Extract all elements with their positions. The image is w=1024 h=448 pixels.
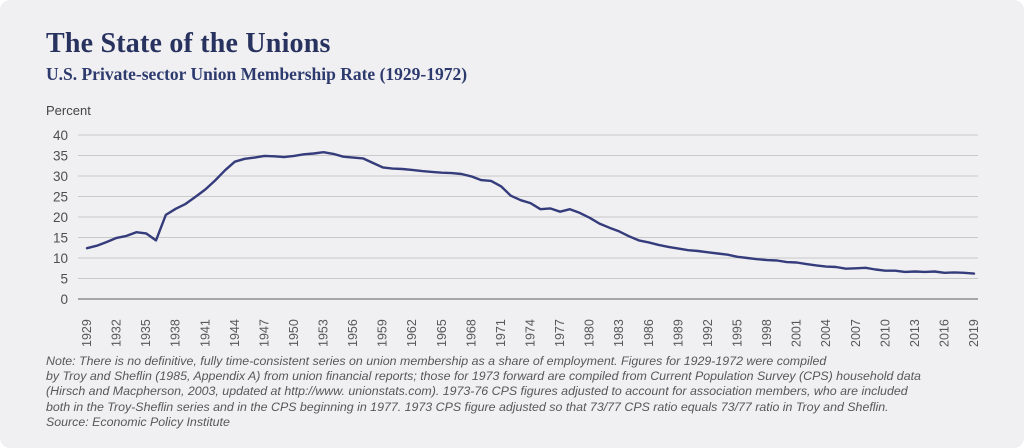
x-tick-label: 1992 [701,319,715,347]
y-tick-label: 20 [53,210,68,225]
x-tick-label: 1935 [139,319,153,347]
x-tick-label: 1989 [671,319,685,347]
footnote: Note: There is no definitive, fully time… [46,354,1004,430]
x-tick-label: 2010 [878,319,892,347]
footnote-line: both in the Troy-Sheflin series and in t… [46,399,889,414]
x-tick-label: 1980 [583,319,597,347]
footnote-line: (Hirsch and Macpherson, 2003, updated at… [46,384,908,399]
x-tick-label: 1932 [110,319,124,347]
x-tick-label: 1968 [464,319,478,347]
y-tick-label: 25 [53,189,68,204]
x-tick-label: 2001 [790,319,804,347]
x-tick-label: 1941 [198,319,212,347]
y-tick-label: 30 [53,169,68,184]
membership-rate-line [85,150,976,275]
x-tick-label: 1998 [760,319,774,347]
chart-title: The State of the Unions [46,28,331,59]
x-tick-label: 2013 [908,319,922,347]
x-tick-label: 1947 [257,319,271,347]
y-axis-unit-label: Percent [46,103,91,118]
y-tick-label: 40 [53,128,68,143]
footnote-line: Note: There is no definitive, fully time… [46,354,827,368]
x-tick-label: 1983 [612,319,626,347]
y-tick-label: 5 [60,271,68,286]
x-tick-label: 1974 [524,319,538,347]
x-tick-label: 1986 [642,319,656,347]
x-tick-label: 1995 [730,319,744,347]
x-tick-label: 1929 [80,319,94,347]
x-tick-label: 1959 [376,319,390,347]
x-tick-label: 1977 [553,319,567,347]
x-tick-label: 2019 [967,319,981,347]
x-tick-label: 1962 [405,319,419,347]
x-tick-label: 2007 [849,319,863,347]
chart-subtitle: U.S. Private-sector Union Membership Rat… [46,64,468,84]
x-tick-label: 1950 [287,319,301,347]
source-text: Source: Economic Policy Institute [46,414,230,429]
footnote-line: by Troy and Sheflin (1985, Appendix A) f… [46,369,921,384]
x-tick-label: 1938 [169,319,183,347]
x-tick-label: 1971 [494,319,508,347]
x-tick-label: 2016 [937,319,951,347]
y-tick-label: 15 [53,230,68,245]
x-tick-label: 1953 [317,319,331,347]
x-tick-label: 1956 [346,319,360,347]
y-tick-label: 10 [53,251,68,266]
x-tick-label: 1944 [228,319,242,347]
x-tick-label: 1965 [435,319,449,347]
y-tick-label: 35 [53,148,68,163]
y-tick-label: 0 [60,292,68,307]
x-tick-label: 2004 [819,319,833,347]
